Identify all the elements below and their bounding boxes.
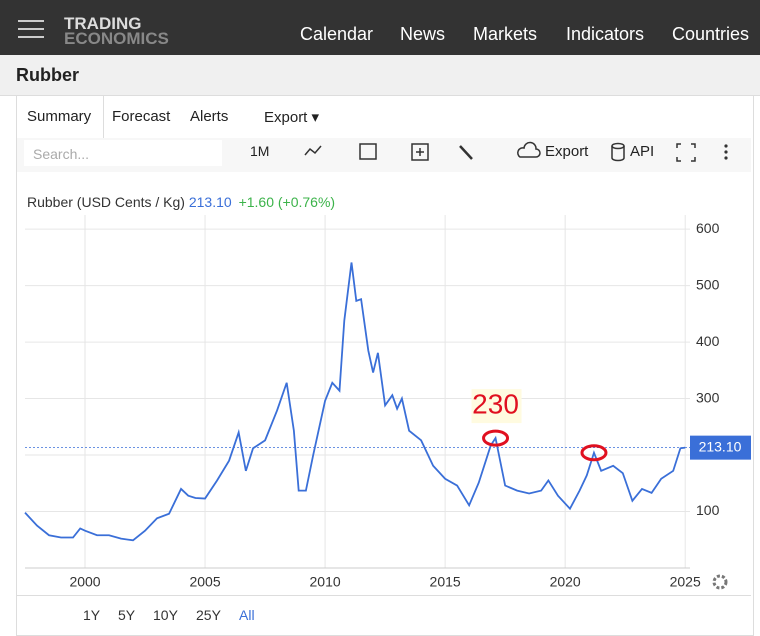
quote-change: +1.60 (+0.76%) xyxy=(238,194,336,210)
active-tab-box xyxy=(17,96,104,138)
toolbar-icons xyxy=(304,141,728,162)
add-plus xyxy=(416,148,424,156)
add-icon[interactable] xyxy=(411,143,429,161)
x-tick-label: 2000 xyxy=(69,574,100,590)
highlight-circle xyxy=(580,444,608,462)
last-value-badge xyxy=(690,435,751,460)
nav-item[interactable]: Indicators xyxy=(566,24,645,44)
divider xyxy=(17,595,751,596)
api-icon-body xyxy=(611,146,625,162)
x-tick-label: 2005 xyxy=(189,574,220,590)
y-tick-label: 300 xyxy=(696,389,720,405)
nav-item[interactable]: Calendar xyxy=(300,24,374,44)
logo[interactable]: TRADING ECONOMICS xyxy=(64,14,169,48)
chart: 1002003004005006002000200520102015202020… xyxy=(24,215,751,590)
title-bar: Rubber xyxy=(0,55,760,96)
last-value-label: 213.10 xyxy=(699,438,742,454)
export-button[interactable]: Export xyxy=(545,143,589,160)
y-tick-label: 600 xyxy=(696,220,720,236)
y-tick-label: 100 xyxy=(696,502,720,518)
more-dot xyxy=(724,150,728,154)
annotation-bg xyxy=(471,389,522,424)
top-bar: TRADING ECONOMICS Calendar News Markets … xyxy=(0,0,760,55)
nav-item[interactable]: Countries xyxy=(672,24,750,44)
x-tick-label: 2015 xyxy=(430,574,461,590)
quote-price: 213.10 xyxy=(188,194,232,210)
menu-icon[interactable] xyxy=(18,20,44,38)
page-title: Rubber xyxy=(16,65,79,85)
x-tick-label: 2010 xyxy=(310,574,341,590)
range-button[interactable]: 10Y xyxy=(153,607,178,623)
highlight-circle xyxy=(482,429,510,447)
x-tick-label: 2025 xyxy=(670,574,701,590)
calendar-icon[interactable] xyxy=(359,143,377,160)
x-tick-label: 2020 xyxy=(550,574,581,590)
nav-item[interactable]: News xyxy=(400,24,446,44)
settings-icon[interactable] xyxy=(459,145,473,160)
logo-bottom: ECONOMICS xyxy=(64,29,169,48)
more-dot[interactable] xyxy=(724,144,728,148)
export-icon[interactable] xyxy=(517,141,541,158)
chart-type-icon[interactable] xyxy=(304,145,322,156)
settings-gear[interactable] xyxy=(712,574,728,590)
quote: Rubber (USD Cents / Kg) 213.10 +1.60 (+0… xyxy=(27,194,335,210)
tab[interactable]: Alerts xyxy=(190,108,229,125)
fullscreen-icon[interactable] xyxy=(676,143,696,162)
more-dot xyxy=(724,156,728,160)
tab-label: Export xyxy=(264,109,308,126)
tab[interactable]: Forecast xyxy=(112,108,171,125)
tab[interactable]: Export ▾ xyxy=(246,108,319,126)
range-button[interactable]: All xyxy=(239,607,255,623)
range-button[interactable]: 25Y xyxy=(196,607,221,623)
quote-name: Rubber (USD Cents / Kg) xyxy=(27,194,185,210)
y-tick-label: 400 xyxy=(696,333,720,349)
search-box[interactable]: Search... xyxy=(24,140,222,166)
price-line xyxy=(24,262,686,542)
range-button[interactable]: 5Y xyxy=(118,607,136,623)
tab[interactable]: Summary xyxy=(27,108,92,125)
period-button[interactable]: 1M xyxy=(250,143,270,159)
api-icon[interactable] xyxy=(611,142,625,150)
logo-top: TRADING xyxy=(64,14,142,33)
range-button[interactable]: 1Y xyxy=(83,607,101,623)
nav-item[interactable]: Markets xyxy=(473,24,538,44)
y-tick-label: 500 xyxy=(696,276,720,292)
api-button[interactable]: API xyxy=(630,143,655,160)
annotation: 230 xyxy=(472,388,519,419)
